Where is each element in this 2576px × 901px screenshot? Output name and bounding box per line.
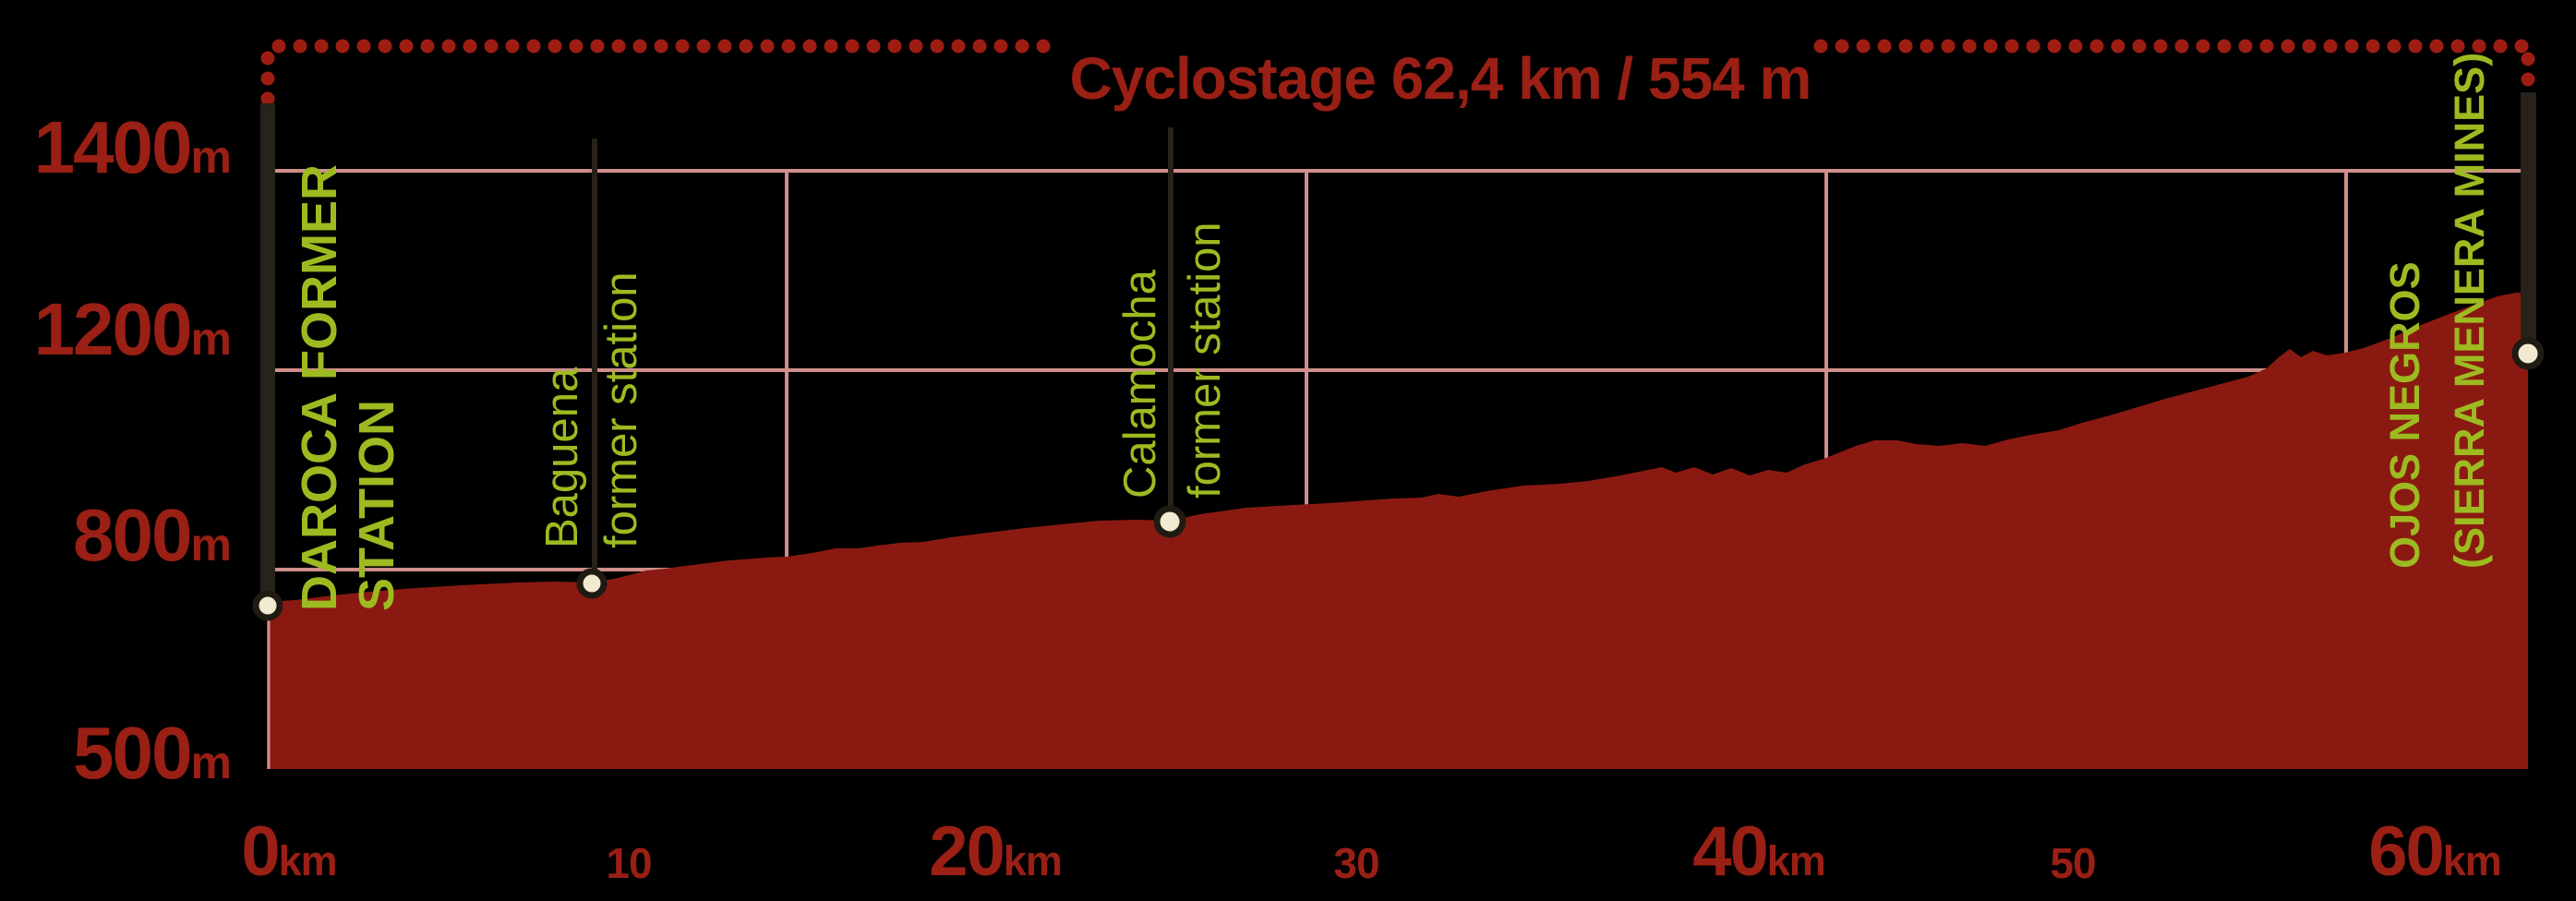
x-tick-value: 40 xyxy=(1692,812,1769,891)
station-label-line1: Calamocha xyxy=(1115,270,1165,499)
x-tick-20km: 20km xyxy=(929,812,1063,899)
x-tick-0km: 0km xyxy=(241,812,338,899)
station-bars xyxy=(260,92,2536,607)
y-tick-800m: 800m xyxy=(0,499,232,582)
station-markers xyxy=(252,337,2545,621)
daroca-marker-dot xyxy=(252,590,283,621)
y-tick-unit: m xyxy=(190,131,232,183)
x-tick-value: 50 xyxy=(2050,839,2096,887)
station-label-daroca: DAROCA FORMER STATION xyxy=(291,164,405,611)
y-tick-1400m: 1400m xyxy=(0,111,232,194)
x-tick-30km: 30 xyxy=(1333,839,1379,887)
x-tick-unit: km xyxy=(2442,837,2502,884)
x-tick-40km: 40km xyxy=(1692,812,1826,899)
station-label-line2: (SIERRA MENERA MINES) xyxy=(2446,52,2493,569)
x-tick-value: 60 xyxy=(2368,812,2445,891)
x-tick-value: 20 xyxy=(929,812,1005,891)
end-station-bar xyxy=(2521,92,2536,355)
y-tick-value: 1200 xyxy=(33,288,193,370)
station-label-line2: STATION xyxy=(349,400,404,611)
y-tick-1200m: 1200m xyxy=(0,293,232,376)
y-tick-value: 500 xyxy=(73,712,192,794)
station-label-line1: Baguena xyxy=(537,366,587,548)
y-tick-500m: 500m xyxy=(0,716,232,799)
start-station-bar xyxy=(260,103,275,607)
station-label-calamocha: Calamocha former station xyxy=(1108,222,1237,499)
elevation-area xyxy=(267,293,2528,769)
baguena-marker-dot xyxy=(576,568,608,599)
station-label-line2: former station xyxy=(596,271,646,548)
station-label-ojos-negros: OJOS NEGROS (SIERRA MENERA MINES) xyxy=(2373,53,2502,569)
ojos-negros-marker-dot xyxy=(2511,337,2545,370)
y-tick-unit: m xyxy=(190,737,232,788)
x-tick-50km: 50 xyxy=(2050,839,2096,887)
station-label-line1: DAROCA FORMER xyxy=(292,164,347,611)
x-tick-value: 30 xyxy=(1333,839,1379,887)
x-tick-10km: 10 xyxy=(606,839,652,887)
y-tick-value: 800 xyxy=(73,494,192,576)
y-tick-unit: m xyxy=(190,313,232,365)
y-tick-unit: m xyxy=(190,519,232,571)
station-label-line1: OJOS NEGROS xyxy=(2381,261,2428,569)
x-tick-value: 0 xyxy=(241,812,280,891)
station-label-baguena: Baguena former station xyxy=(533,271,651,548)
x-tick-60km: 60km xyxy=(2368,812,2502,899)
calamocha-marker-dot xyxy=(1153,505,1186,538)
x-tick-unit: km xyxy=(278,837,338,884)
x-tick-unit: km xyxy=(1003,837,1063,884)
y-tick-value: 1400 xyxy=(33,106,193,188)
dotted-route-line xyxy=(260,39,2535,111)
station-label-line2: former station xyxy=(1180,222,1230,499)
x-tick-value: 10 xyxy=(606,839,652,887)
chart-title: Cyclostage 62,4 km / 554 m xyxy=(1069,45,1812,112)
x-tick-unit: km xyxy=(1766,837,1826,884)
